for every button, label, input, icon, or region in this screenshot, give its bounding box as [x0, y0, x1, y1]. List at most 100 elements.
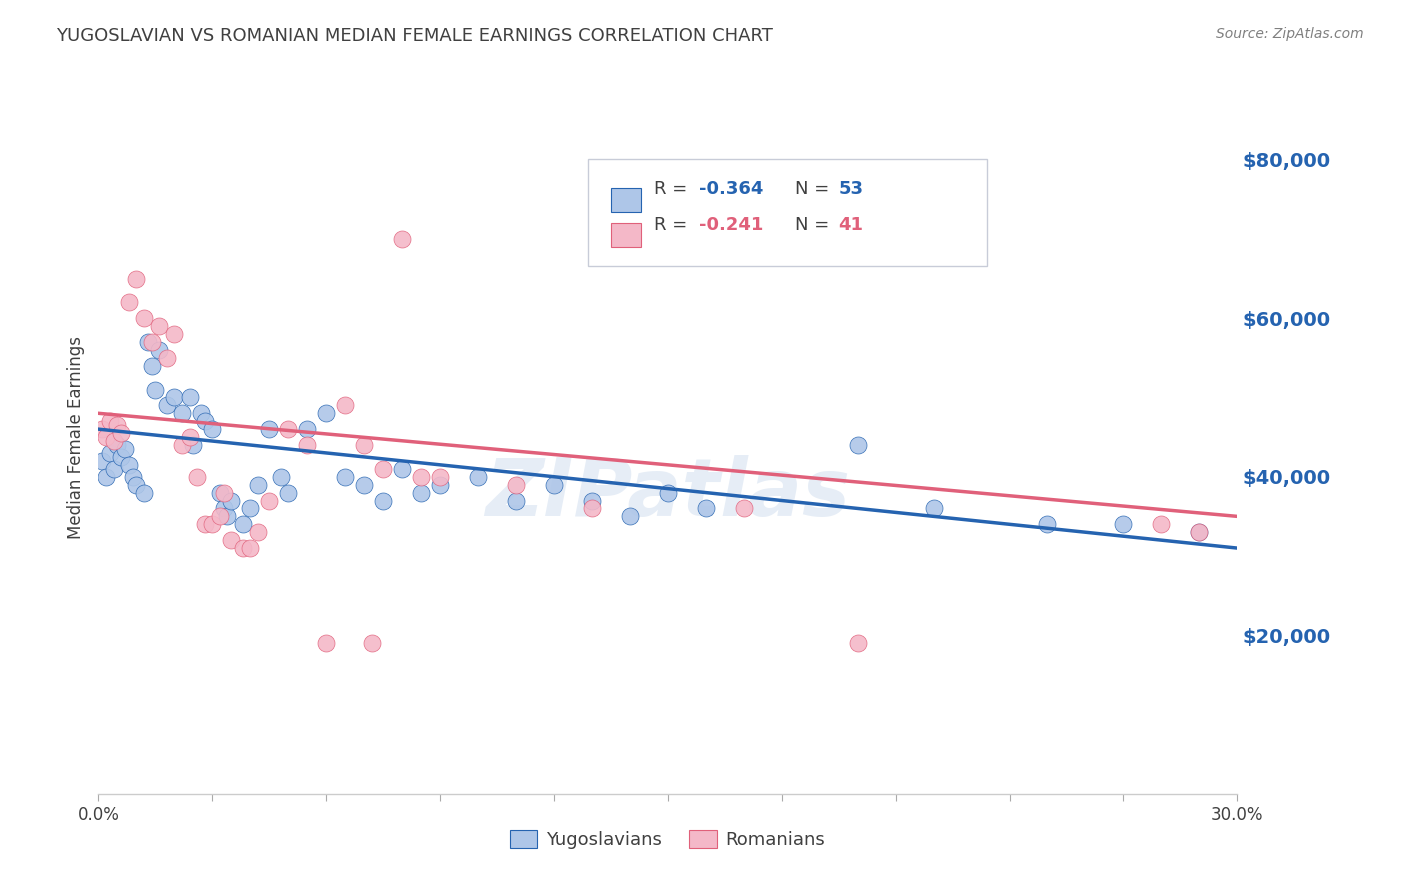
Point	[91, 422, 114, 436]
Point	[221, 493, 243, 508]
Point	[733, 501, 755, 516]
Point	[315, 636, 337, 650]
Point	[132, 485, 155, 500]
Text: YUGOSLAVIAN VS ROMANIAN MEDIAN FEMALE EARNINGS CORRELATION CHART: YUGOSLAVIAN VS ROMANIAN MEDIAN FEMALE EA…	[56, 27, 773, 45]
Text: N =: N =	[796, 216, 835, 234]
Text: 53: 53	[839, 180, 863, 198]
Point	[1036, 517, 1059, 532]
Point	[170, 406, 193, 420]
Point	[208, 509, 231, 524]
FancyBboxPatch shape	[612, 223, 641, 247]
Point	[136, 334, 159, 349]
Point	[246, 525, 269, 540]
Point	[505, 477, 527, 491]
Point	[125, 271, 148, 285]
Point	[429, 469, 451, 483]
Point	[118, 295, 141, 310]
Point	[1188, 525, 1211, 540]
Point	[114, 442, 136, 456]
Text: -0.241: -0.241	[699, 216, 763, 234]
Point	[297, 422, 319, 436]
Point	[429, 477, 451, 491]
Point	[179, 391, 201, 405]
Point	[98, 446, 121, 460]
Point	[212, 485, 235, 500]
Point	[103, 462, 125, 476]
Point	[170, 438, 193, 452]
Point	[259, 422, 281, 436]
Point	[141, 359, 163, 373]
Point	[148, 343, 170, 357]
Point	[201, 422, 224, 436]
Point	[581, 493, 603, 508]
Point	[156, 351, 179, 365]
Point	[194, 517, 217, 532]
Point	[103, 434, 125, 448]
Point	[145, 383, 167, 397]
Text: 41: 41	[839, 216, 863, 234]
Point	[94, 430, 117, 444]
Point	[297, 438, 319, 452]
Point	[391, 462, 413, 476]
Point	[110, 450, 132, 464]
Point	[391, 232, 413, 246]
Point	[141, 334, 163, 349]
Point	[505, 493, 527, 508]
Point	[581, 501, 603, 516]
Point	[232, 541, 254, 555]
Point	[353, 438, 375, 452]
Point	[619, 509, 641, 524]
Point	[1188, 525, 1211, 540]
Point	[232, 517, 254, 532]
Point	[360, 636, 382, 650]
Text: -0.364: -0.364	[699, 180, 763, 198]
Point	[221, 533, 243, 548]
Point	[371, 493, 394, 508]
Point	[148, 319, 170, 334]
Point	[156, 398, 179, 412]
Point	[846, 636, 869, 650]
Point	[277, 485, 299, 500]
Point	[371, 462, 394, 476]
Point	[125, 477, 148, 491]
Point	[695, 501, 717, 516]
Point	[1150, 517, 1173, 532]
Text: R =: R =	[654, 216, 693, 234]
Point	[107, 438, 129, 452]
Point	[270, 469, 292, 483]
Point	[1112, 517, 1135, 532]
Text: R =: R =	[654, 180, 693, 198]
Legend: Yugoslavians, Romanians: Yugoslavians, Romanians	[503, 822, 832, 856]
Point	[190, 406, 212, 420]
Point	[194, 414, 217, 428]
Text: N =: N =	[796, 180, 835, 198]
Point	[98, 414, 121, 428]
Point	[467, 469, 489, 483]
Point	[246, 477, 269, 491]
Point	[107, 418, 129, 433]
Point	[183, 438, 205, 452]
Point	[186, 469, 208, 483]
Text: ZIPatlas: ZIPatlas	[485, 455, 851, 533]
Point	[922, 501, 945, 516]
Text: Source: ZipAtlas.com: Source: ZipAtlas.com	[1216, 27, 1364, 41]
FancyBboxPatch shape	[588, 159, 987, 266]
Point	[110, 426, 132, 441]
Point	[94, 469, 117, 483]
Point	[239, 541, 262, 555]
Point	[239, 501, 262, 516]
Point	[277, 422, 299, 436]
Point	[132, 311, 155, 326]
Y-axis label: Median Female Earnings: Median Female Earnings	[66, 335, 84, 539]
Point	[259, 493, 281, 508]
Point	[315, 406, 337, 420]
Point	[163, 326, 186, 341]
Point	[212, 501, 235, 516]
FancyBboxPatch shape	[612, 187, 641, 211]
Point	[91, 454, 114, 468]
Point	[411, 469, 433, 483]
Point	[335, 398, 357, 412]
Point	[411, 485, 433, 500]
Point	[163, 391, 186, 405]
Point	[353, 477, 375, 491]
